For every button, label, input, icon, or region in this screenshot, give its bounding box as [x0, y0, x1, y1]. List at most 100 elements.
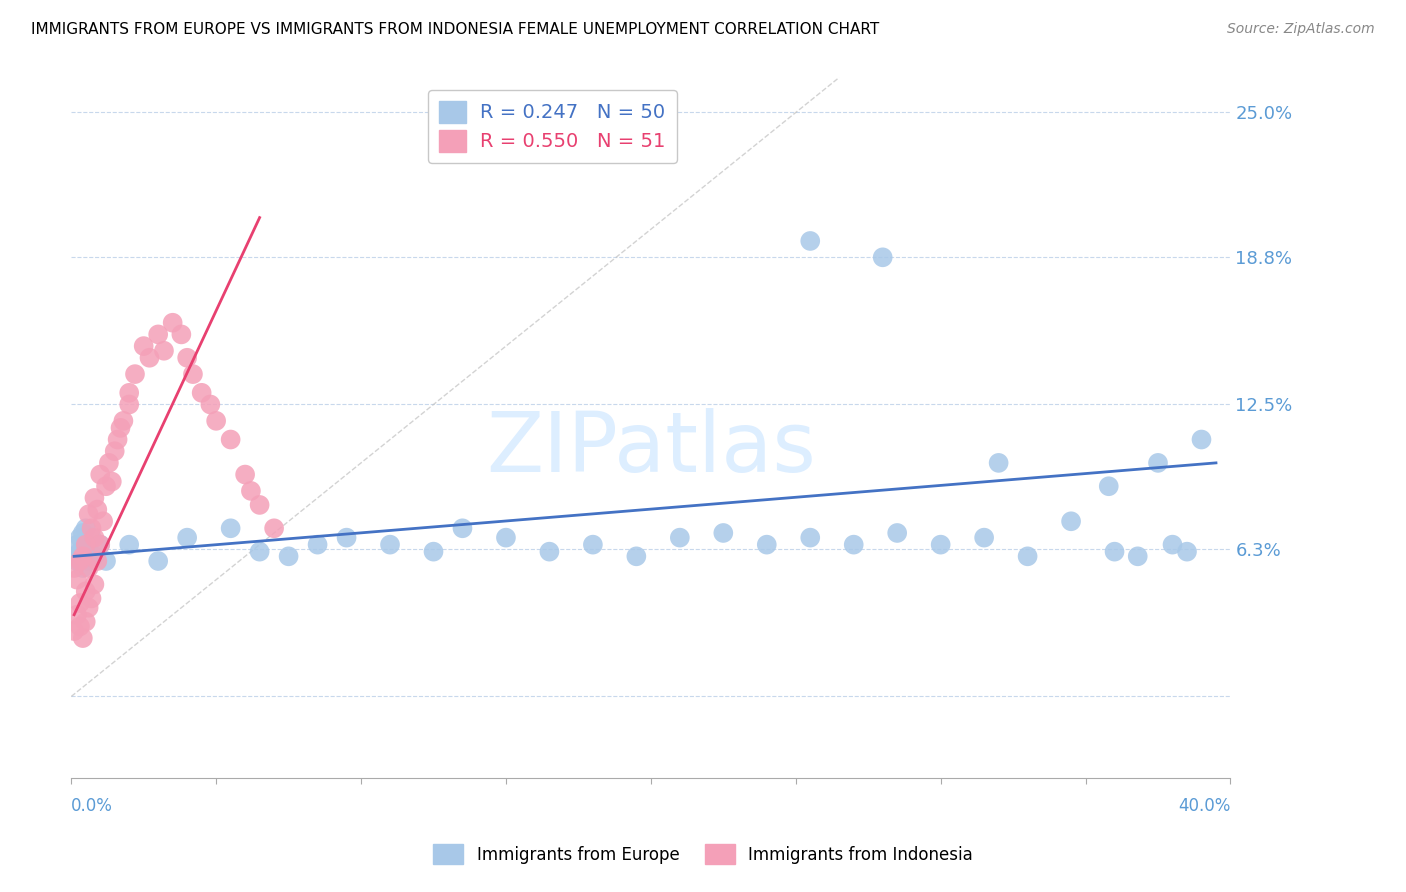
Point [75, 584, 97, 599]
Point [162, 316, 184, 330]
Point [80, 521, 103, 535]
Point [872, 250, 894, 264]
Point [124, 367, 146, 381]
Point [69, 531, 91, 545]
Point [219, 521, 242, 535]
Point [77, 554, 100, 568]
Point [89, 538, 111, 552]
Point [249, 498, 271, 512]
Point [77, 600, 100, 615]
Point [929, 538, 952, 552]
Point [69, 596, 91, 610]
Point [66, 607, 89, 622]
Point [83, 549, 105, 564]
Point [63, 561, 86, 575]
Point [239, 483, 262, 498]
Point [107, 433, 129, 447]
Point [263, 521, 285, 535]
Point [138, 351, 160, 365]
Point [711, 525, 734, 540]
Point [538, 544, 561, 558]
Point [97, 456, 120, 470]
Point [80, 591, 103, 606]
Text: IMMIGRANTS FROM EUROPE VS IMMIGRANTS FROM INDONESIA FEMALE UNEMPLOYMENT CORRELAT: IMMIGRANTS FROM EUROPE VS IMMIGRANTS FRO… [31, 22, 879, 37]
Point [755, 538, 778, 552]
Point [104, 444, 127, 458]
Point [1017, 549, 1039, 564]
Point [132, 339, 155, 353]
Point [277, 549, 299, 564]
Point [77, 561, 100, 575]
Point [101, 475, 124, 489]
Point [1098, 479, 1121, 493]
Point [86, 502, 108, 516]
Point [582, 538, 605, 552]
Point [495, 531, 517, 545]
Point [307, 538, 329, 552]
Point [118, 397, 141, 411]
Point [170, 327, 193, 342]
Point [973, 531, 995, 545]
Point [72, 549, 94, 564]
Point [75, 521, 97, 535]
Point [1104, 544, 1126, 558]
Point [1191, 433, 1213, 447]
Point [190, 385, 212, 400]
Point [626, 549, 648, 564]
Point [233, 467, 256, 482]
Point [66, 573, 89, 587]
Point [66, 538, 89, 552]
Point [1147, 456, 1170, 470]
Point [118, 385, 141, 400]
Point [1161, 538, 1184, 552]
Point [94, 554, 117, 568]
Point [219, 433, 242, 447]
Point [112, 414, 135, 428]
Text: 40.0%: 40.0% [1178, 797, 1230, 815]
Point [89, 467, 111, 482]
Point [75, 542, 97, 557]
Point [80, 531, 103, 545]
Point [842, 538, 865, 552]
Point [63, 549, 86, 564]
Point [75, 538, 97, 552]
Point [83, 577, 105, 591]
Point [66, 554, 89, 568]
Legend: R = 0.247   N = 50, R = 0.550   N = 51: R = 0.247 N = 50, R = 0.550 N = 51 [427, 90, 676, 163]
Point [1126, 549, 1149, 564]
Point [148, 554, 170, 568]
Point [799, 234, 821, 248]
Point [987, 456, 1010, 470]
Point [77, 538, 100, 552]
Point [451, 521, 474, 535]
Point [176, 351, 198, 365]
Point [886, 525, 908, 540]
Point [799, 531, 821, 545]
Point [86, 554, 108, 568]
Text: Source: ZipAtlas.com: Source: ZipAtlas.com [1227, 22, 1375, 37]
Text: ZIPatlas: ZIPatlas [486, 409, 815, 490]
Point [69, 544, 91, 558]
Point [72, 631, 94, 645]
Point [1175, 544, 1198, 558]
Point [378, 538, 401, 552]
Point [148, 327, 170, 342]
Legend: Immigrants from Europe, Immigrants from Indonesia: Immigrants from Europe, Immigrants from … [427, 838, 979, 871]
Point [83, 491, 105, 505]
Point [72, 525, 94, 540]
Point [77, 508, 100, 522]
Point [63, 624, 86, 638]
Point [75, 615, 97, 629]
Point [89, 538, 111, 552]
Point [1060, 514, 1083, 528]
Point [91, 514, 114, 528]
Point [110, 421, 132, 435]
Point [181, 367, 204, 381]
Point [249, 544, 271, 558]
Point [176, 531, 198, 545]
Point [69, 554, 91, 568]
Point [422, 544, 444, 558]
Point [72, 561, 94, 575]
Point [153, 343, 176, 358]
Point [118, 538, 141, 552]
